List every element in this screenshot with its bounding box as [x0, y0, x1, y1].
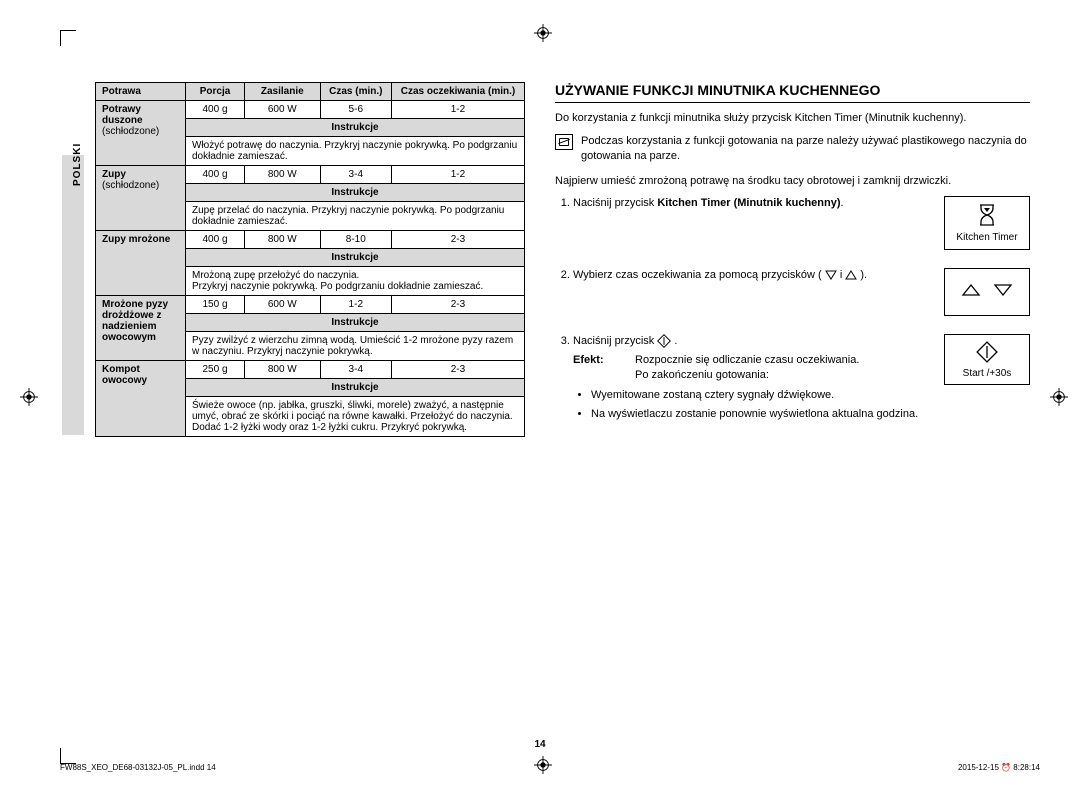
table-cell: 800 W	[245, 166, 321, 184]
note-icon	[555, 134, 573, 150]
section-title: UŻYWANIE FUNKCJI MINUTNIKA KUCHENNEGO	[555, 82, 1030, 103]
page-number: 14	[0, 739, 1080, 750]
registration-mark-right	[1050, 388, 1068, 406]
up-down-button[interactable]	[944, 268, 1030, 316]
timer-section: UŻYWANIE FUNKCJI MINUTNIKA KUCHENNEGO Do…	[555, 82, 1030, 440]
table-cell: 1-2	[391, 166, 524, 184]
step-3-text: Naciśnij przycisk	[573, 335, 657, 347]
table-cell: 2-3	[391, 296, 524, 314]
instr-text: Włożyć potrawę do naczynia. Przykryj nac…	[186, 137, 525, 166]
step-1-bold: Kitchen Timer (Minutnik kuchenny)	[657, 197, 840, 209]
table-cell: 3-4	[320, 361, 391, 379]
table-cell: 2-3	[391, 361, 524, 379]
start-button[interactable]: Start /+30s	[944, 334, 1030, 386]
table-cell: 600 W	[245, 101, 321, 119]
th-potrawa: Potrawa	[96, 83, 186, 101]
table-row-name: Potrawy duszone(schłodzone)	[96, 101, 186, 166]
table-cell: 5-6	[320, 101, 391, 119]
instr-text: Świeże owoce (np. jabłka, gruszki, śliwk…	[186, 397, 525, 437]
language-tab	[62, 155, 84, 435]
step-2-text: Wybierz czas oczekiwania za pomocą przyc…	[573, 269, 825, 281]
table-cell: 400 g	[186, 231, 245, 249]
instr-header: Instrukcje	[186, 184, 525, 202]
step-2-end: ).	[860, 269, 867, 281]
table-cell: 3-4	[320, 166, 391, 184]
down-triangle-icon	[825, 270, 837, 280]
table-cell: 2-3	[391, 231, 524, 249]
triangles-icon	[957, 281, 1017, 299]
instr-text: Pyzy zwilżyć z wierzchu zimną wodą. Umie…	[186, 332, 525, 361]
food-table: Potrawa Porcja Zasilanie Czas (min.) Cza…	[95, 82, 525, 437]
up-triangle-icon	[845, 270, 857, 280]
step-1: Kitchen Timer Naciśnij przycisk Kitchen …	[573, 196, 1030, 254]
th-czas-oczek: Czas oczekiwania (min.)	[391, 83, 524, 101]
instr-header: Instrukcje	[186, 119, 525, 137]
step-1-text-a: Naciśnij przycisk	[573, 197, 657, 209]
kitchen-timer-button[interactable]: Kitchen Timer	[944, 196, 1030, 250]
note: Podczas korzystania z funkcji gotowania …	[555, 134, 1030, 164]
efekt-label: Efekt:	[573, 353, 623, 383]
step-1-text-c: .	[841, 197, 844, 209]
footer-date: 2015-12-15 ⏰ 8:28:14	[958, 763, 1040, 772]
kitchen-timer-label: Kitchen Timer	[956, 232, 1017, 243]
note-text: Podczas korzystania z funkcji gotowania …	[581, 134, 1030, 164]
th-czas: Czas (min.)	[320, 83, 391, 101]
food-table-section: Potrawa Porcja Zasilanie Czas (min.) Cza…	[95, 82, 525, 440]
pre-text: Najpierw umieść zmrożoną potrawę na środ…	[555, 174, 1030, 189]
table-cell: 800 W	[245, 361, 321, 379]
step-3-end: .	[674, 335, 677, 347]
instr-header: Instrukcje	[186, 379, 525, 397]
table-row-name: Zupy(schłodzone)	[96, 166, 186, 231]
table-cell: 600 W	[245, 296, 321, 314]
bullet-item: Wyemitowane zostaną cztery sygnały dźwię…	[591, 388, 1030, 403]
efekt-row: Efekt: Rozpocznie się odliczanie czasu o…	[573, 353, 936, 383]
instr-text: Mrożoną zupę przełożyć do naczynia.Przyk…	[186, 267, 525, 296]
table-row-name: Kompot owocowy	[96, 361, 186, 437]
footer-file: FW88S_XEO_DE68-03132J-05_PL.indd 14	[60, 763, 216, 772]
intro-text: Do korzystania z funkcji minutnika służy…	[555, 111, 1030, 126]
steps-list: Kitchen Timer Naciśnij przycisk Kitchen …	[573, 196, 1030, 426]
th-porcja: Porcja	[186, 83, 245, 101]
instr-header: Instrukcje	[186, 314, 525, 332]
step-3: Start /+30s Naciśnij przycisk . Efekt: R…	[573, 334, 1030, 426]
table-cell: 150 g	[186, 296, 245, 314]
crop-mark	[60, 30, 76, 46]
start-diamond-icon	[976, 341, 998, 363]
efekt-body: Rozpocznie się odliczanie czasu oczekiwa…	[635, 353, 859, 383]
table-cell: 8-10	[320, 231, 391, 249]
language-label: POLSKI	[72, 143, 83, 186]
th-zasilanie: Zasilanie	[245, 83, 321, 101]
instr-header: Instrukcje	[186, 249, 525, 267]
page-content: Potrawa Porcja Zasilanie Czas (min.) Cza…	[95, 82, 1030, 440]
start-inline-icon	[657, 334, 671, 348]
registration-mark-bottom	[534, 756, 552, 774]
registration-mark-top	[534, 24, 552, 42]
crop-mark	[60, 748, 76, 764]
table-cell: 250 g	[186, 361, 245, 379]
start-label: Start /+30s	[963, 368, 1012, 379]
instr-text: Zupę przelać do naczynia. Przykryj naczy…	[186, 202, 525, 231]
table-cell: 1-2	[391, 101, 524, 119]
table-cell: 1-2	[320, 296, 391, 314]
table-cell: 400 g	[186, 166, 245, 184]
bullet-item: Na wyświetlaczu zostanie ponownie wyświe…	[591, 407, 1030, 422]
table-row-name: Mrożone pyzy drożdżowe z nadzieniem owoc…	[96, 296, 186, 361]
table-cell: 800 W	[245, 231, 321, 249]
table-cell: 400 g	[186, 101, 245, 119]
registration-mark-left	[20, 388, 38, 406]
hourglass-icon	[977, 203, 997, 227]
step-2: Wybierz czas oczekiwania za pomocą przyc…	[573, 268, 1030, 320]
table-row-name: Zupy mrożone	[96, 231, 186, 296]
result-bullets: Wyemitowane zostaną cztery sygnały dźwię…	[591, 388, 1030, 422]
